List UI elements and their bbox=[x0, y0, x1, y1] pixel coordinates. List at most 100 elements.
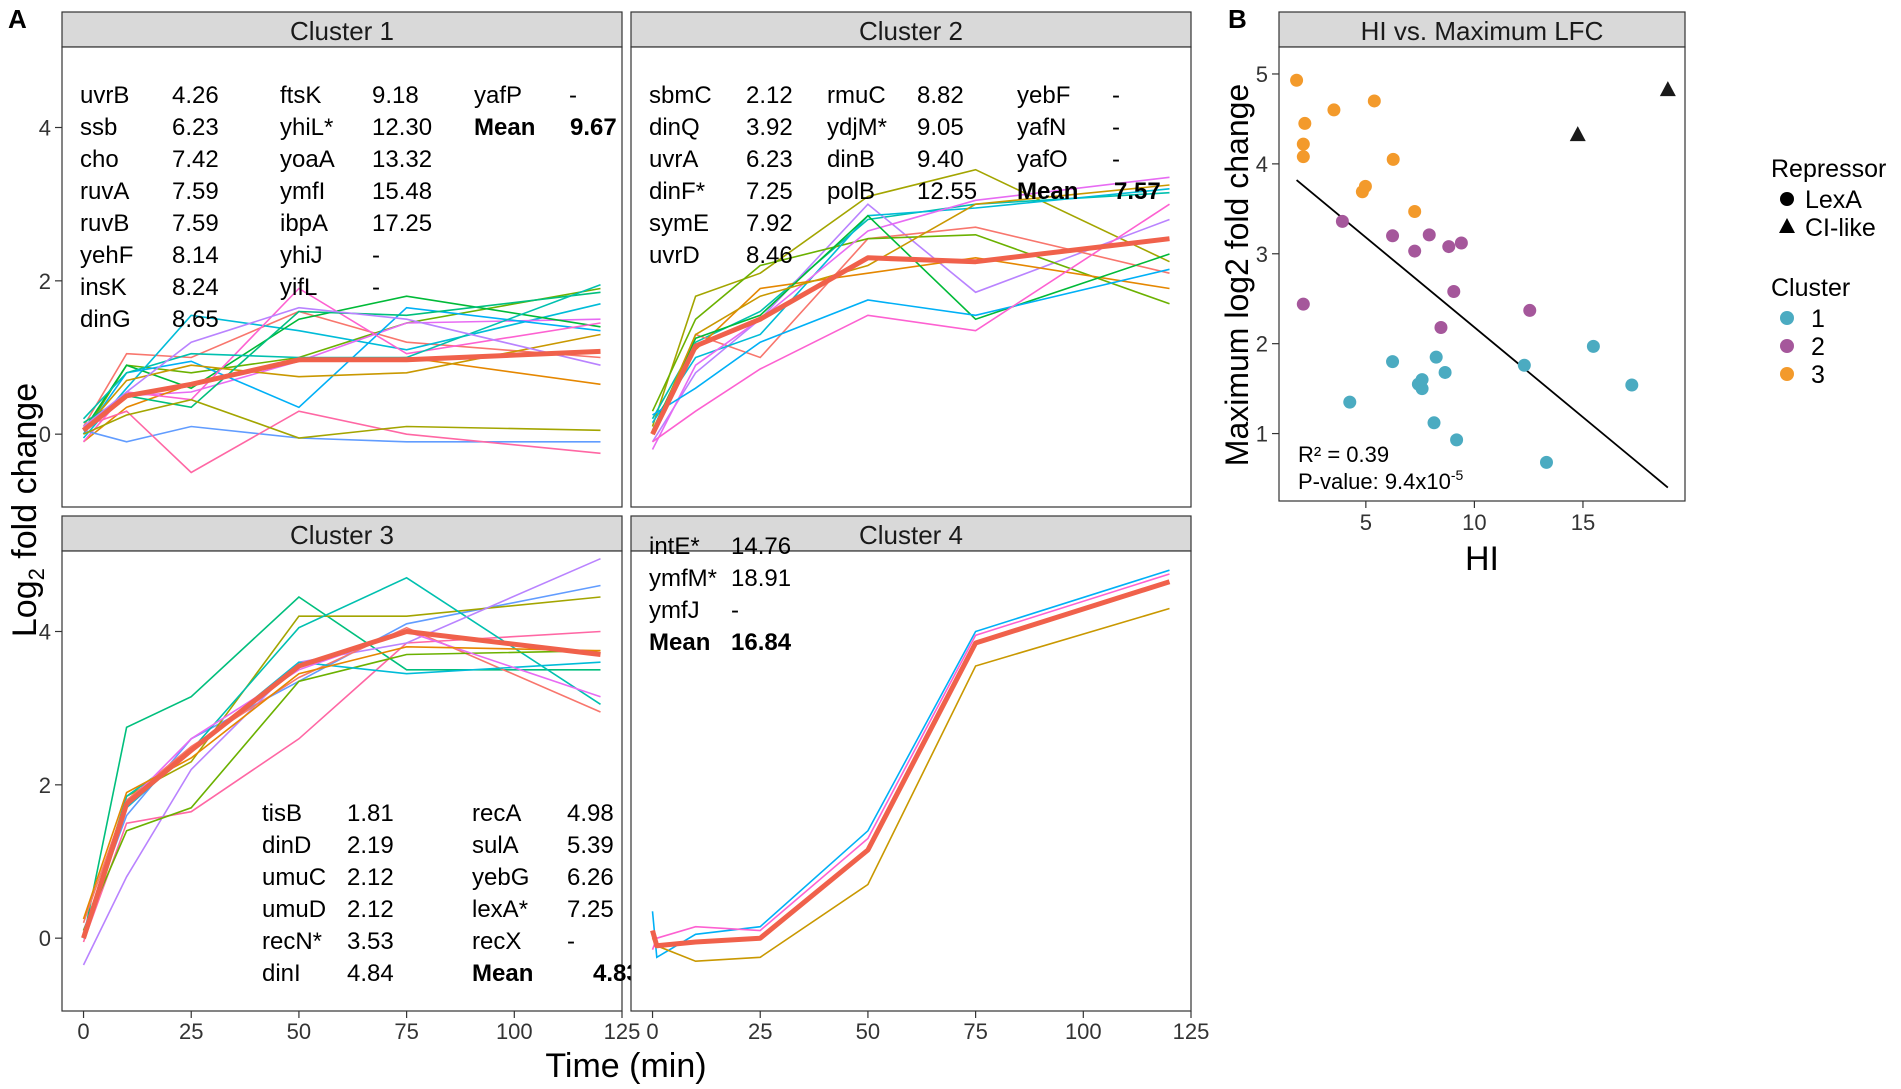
gene-line-g5 bbox=[651, 233, 1170, 412]
scatter-point-cluster-1 bbox=[1438, 365, 1452, 379]
legend-cluster-3-swatch bbox=[1780, 367, 1794, 381]
scatter-point-cluster-1 bbox=[1415, 373, 1429, 387]
facet-cluster-1: Cluster 1 uvrB 4.26 ssb 6.23 cho 7.42 ruvA 7.59… bbox=[61, 11, 623, 508]
gene-line-intE* bbox=[651, 569, 1170, 959]
scatter-point-cluster-3 bbox=[1408, 205, 1422, 219]
facet-cluster-4: Cluster 4 intE* 14.76 ymfM* 18.91 ymfJ -Mean 1… bbox=[630, 515, 1192, 1012]
gene-hi-value: 2.12 bbox=[347, 864, 394, 891]
gene-name: recX bbox=[472, 928, 521, 955]
scatter-point-cluster-1 bbox=[1450, 433, 1464, 447]
panel-a-y-title: Log2 fold change bbox=[6, 383, 49, 637]
mean-line bbox=[650, 579, 1171, 949]
scatter-point-cluster-1 bbox=[1625, 378, 1639, 392]
gene-line-g7 bbox=[651, 176, 1170, 450]
gene-hi-value: 7.59 bbox=[172, 210, 219, 237]
scatter-point-cluster-2 bbox=[1454, 236, 1468, 250]
gene-name: ymfI bbox=[280, 178, 325, 205]
facet-strip bbox=[61, 515, 623, 552]
y-tick-label: 2 bbox=[39, 773, 51, 798]
x-tick-label: 0 bbox=[77, 1019, 89, 1044]
mean-label: Mean bbox=[649, 629, 710, 656]
x-tick-label: 75 bbox=[963, 1019, 987, 1044]
facet-title: Cluster 2 bbox=[859, 16, 963, 46]
mean-label: Mean bbox=[1017, 178, 1078, 205]
scatter-point-cluster-2 bbox=[1296, 297, 1310, 311]
gene-line-g15 bbox=[83, 306, 601, 428]
facet-title: Cluster 1 bbox=[290, 16, 394, 46]
gene-hi-value: 12.30 bbox=[372, 114, 432, 141]
scatter-point-cluster-1 bbox=[1427, 416, 1441, 430]
regression-line bbox=[1296, 179, 1669, 489]
scatter-point-ci-like bbox=[1659, 81, 1676, 97]
gene-line-g1 bbox=[651, 168, 1170, 427]
gene-name: ymfJ bbox=[649, 597, 700, 624]
legend-triangle-icon bbox=[1779, 218, 1795, 233]
scatter-point-cluster-1 bbox=[1386, 355, 1400, 369]
gene-line-g12 bbox=[83, 410, 601, 474]
b-x-tick-label: 5 bbox=[1360, 510, 1372, 535]
gene-name: recN* bbox=[262, 928, 322, 955]
y-tick-label: 0 bbox=[39, 926, 51, 951]
x-tick-label: 100 bbox=[1065, 1019, 1102, 1044]
y-tick-label: 2 bbox=[39, 269, 51, 294]
x-tick-label: 100 bbox=[496, 1019, 533, 1044]
gene-hi-value: 8.46 bbox=[746, 242, 793, 269]
panel-b-plot-area bbox=[1278, 46, 1686, 502]
gene-line-g12 bbox=[651, 184, 1170, 435]
scatter-point-cluster-2 bbox=[1434, 320, 1448, 334]
scatter-point-cluster-1 bbox=[1586, 339, 1600, 353]
x-tick-label: 125 bbox=[604, 1019, 641, 1044]
gene-line-g8 bbox=[82, 649, 601, 931]
mean-value: 7.57 bbox=[1114, 178, 1161, 205]
gene-hi-value: 7.92 bbox=[746, 210, 793, 237]
scatter-point-cluster-1 bbox=[1517, 358, 1531, 372]
scatter-point-cluster-3 bbox=[1358, 179, 1372, 193]
x-tick-label: 50 bbox=[287, 1019, 311, 1044]
gene-hi-value: 4.98 bbox=[567, 800, 614, 827]
mean-label: Mean bbox=[472, 960, 533, 987]
y-tick-label: 4 bbox=[39, 620, 51, 645]
gene-name: yebF bbox=[1017, 82, 1070, 109]
panel-b-x-title: HI bbox=[1465, 540, 1499, 578]
legend-cilike-label: CI-like bbox=[1805, 214, 1876, 242]
gene-hi-value: 13.32 bbox=[372, 146, 432, 173]
gene-hi-value: 3.92 bbox=[746, 114, 793, 141]
gene-name: recA bbox=[472, 800, 521, 827]
gene-line-g11 bbox=[652, 203, 1170, 443]
gene-name: yafN bbox=[1017, 114, 1066, 141]
gene-hi-value: 6.23 bbox=[172, 114, 219, 141]
gene-name: dinQ bbox=[649, 114, 700, 141]
gene-hi-value: 4.84 bbox=[347, 960, 394, 987]
gene-name: yhiJ bbox=[280, 242, 323, 269]
gene-hi-value: - bbox=[569, 82, 577, 109]
legend-circle-icon bbox=[1780, 192, 1794, 206]
gene-hi-value: - bbox=[372, 274, 380, 301]
panel-b-strip bbox=[1278, 11, 1686, 48]
facet-panel bbox=[630, 550, 1192, 1012]
legend-cluster-title: Cluster bbox=[1771, 274, 1850, 302]
legend-cluster-1-swatch bbox=[1780, 311, 1794, 325]
x-tick-label: 0 bbox=[646, 1019, 658, 1044]
b-y-tick-label: 2 bbox=[1256, 332, 1268, 357]
gene-hi-value: 8.65 bbox=[172, 306, 219, 333]
scatter-point-cluster-1 bbox=[1343, 395, 1357, 409]
legend-cluster-2-label: 2 bbox=[1811, 333, 1825, 361]
scatter-point-cluster-3 bbox=[1386, 152, 1400, 166]
gene-hi-value: 9.05 bbox=[917, 114, 964, 141]
gene-name: rmuC bbox=[827, 82, 886, 109]
scatter-point-cluster-3 bbox=[1296, 150, 1310, 164]
gene-line-g11 bbox=[82, 645, 601, 920]
facet-strip bbox=[61, 11, 623, 48]
gene-hi-value: 7.25 bbox=[746, 178, 793, 205]
gene-hi-value: 8.14 bbox=[172, 242, 219, 269]
gene-name: ymfM* bbox=[649, 565, 717, 592]
gene-hi-value: 12.55 bbox=[917, 178, 977, 205]
gene-name: uvrD bbox=[649, 242, 700, 269]
gene-name: dinG bbox=[80, 306, 131, 333]
gene-hi-value: 6.26 bbox=[567, 864, 614, 891]
gene-hi-value: 2.19 bbox=[347, 832, 394, 859]
gene-name: uvrB bbox=[80, 82, 129, 109]
scatter-point-cluster-2 bbox=[1442, 240, 1456, 254]
